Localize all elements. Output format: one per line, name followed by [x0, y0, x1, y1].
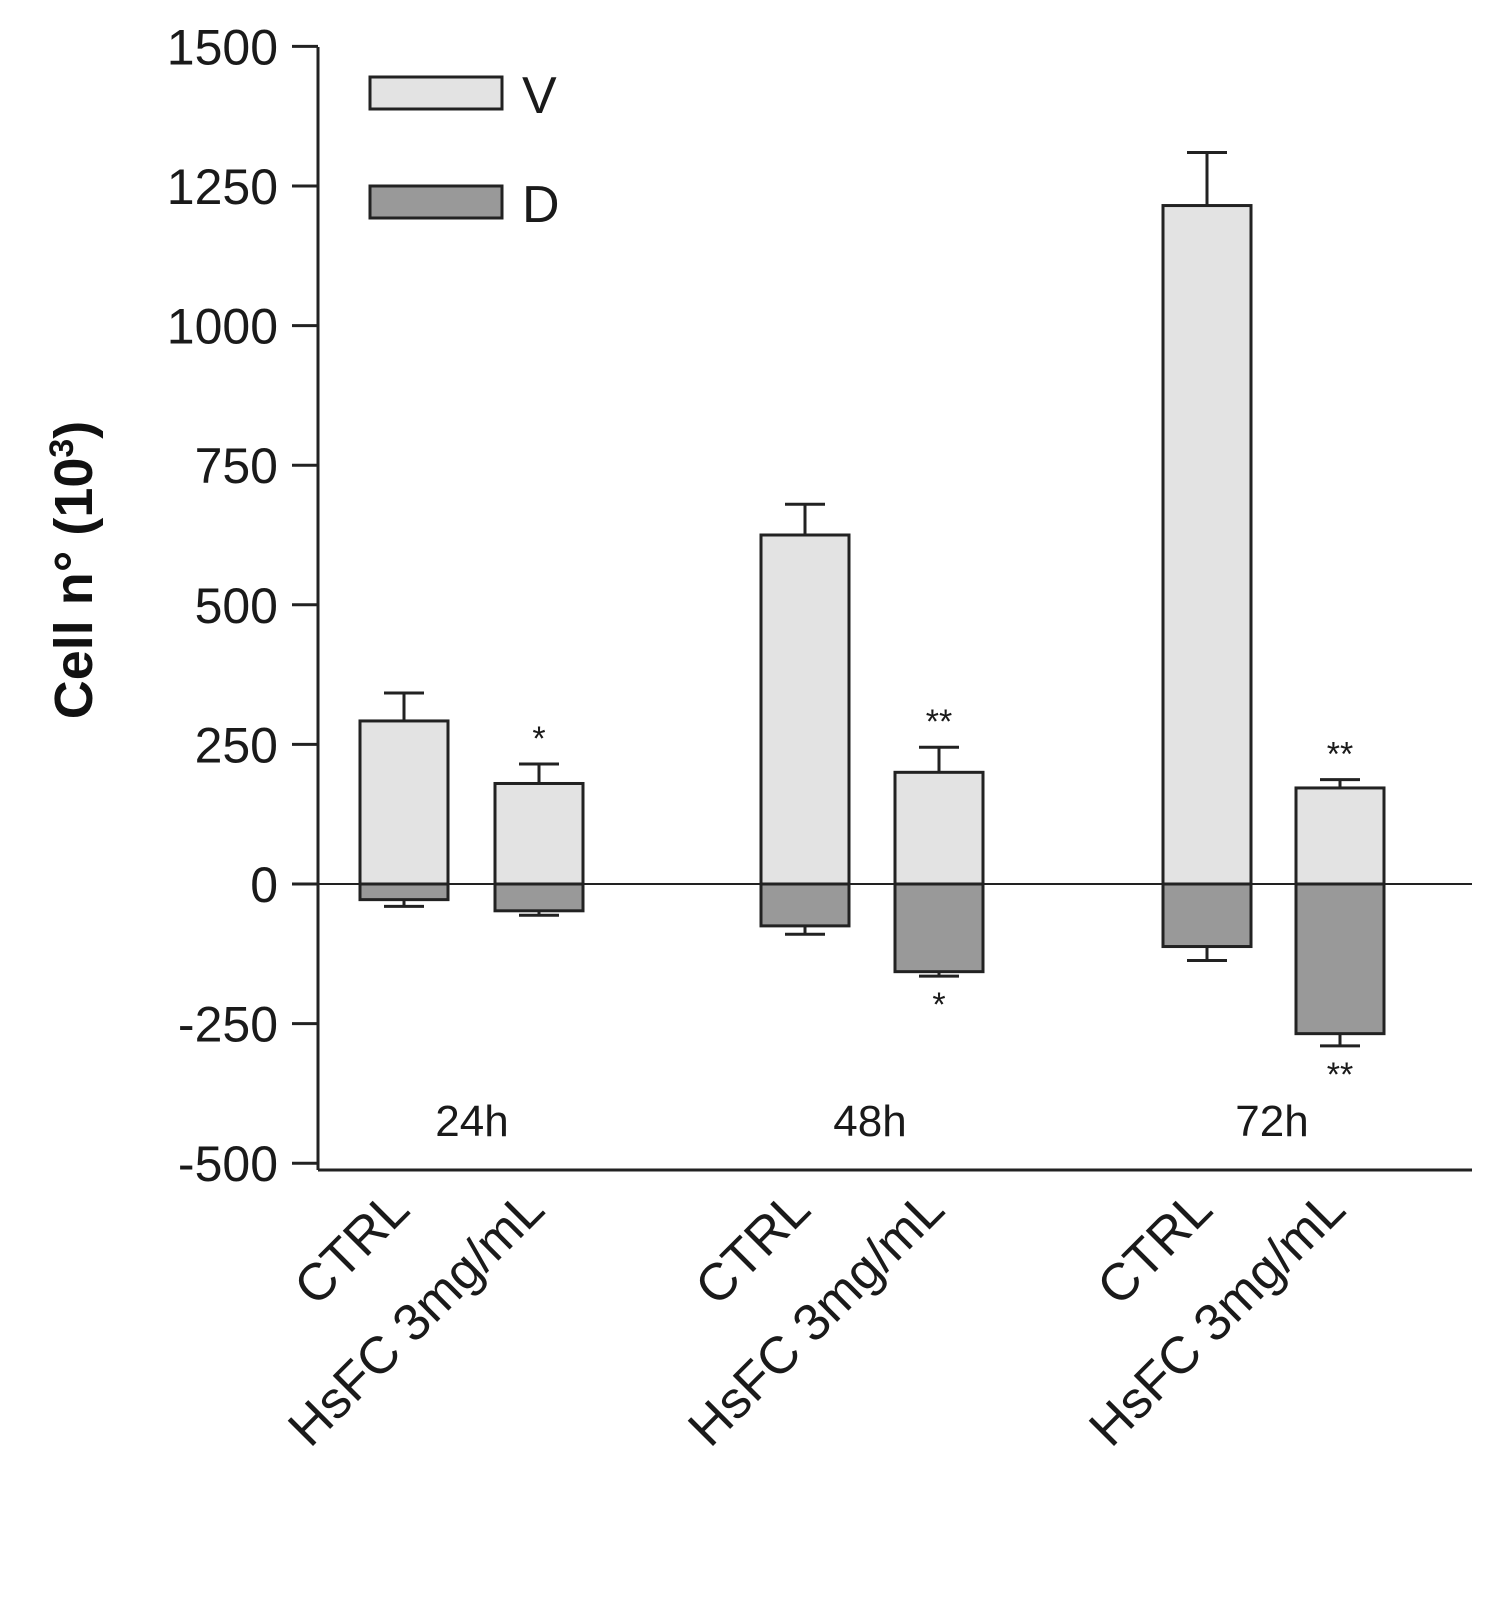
bar-v	[893, 770, 985, 886]
y-tick-label: 500	[195, 578, 278, 634]
series-v-bars: * ****	[358, 150, 1386, 886]
bar-v	[493, 781, 585, 886]
y-axis-title-close: )	[44, 421, 104, 439]
legend-label-v: V	[522, 67, 557, 125]
y-tick-label: 1000	[167, 299, 278, 355]
legend-swatch-v	[368, 75, 504, 111]
bar-d	[493, 882, 585, 913]
series-d-bars: ***	[358, 882, 1386, 1094]
y-tick-label: 250	[195, 717, 278, 773]
y-axis-title-text: Cell n° (10	[44, 458, 104, 720]
y-tick-label: -250	[178, 997, 278, 1053]
bar-d	[1161, 882, 1253, 949]
bar-d	[358, 882, 450, 902]
bar-v	[1294, 786, 1386, 886]
bar-v	[759, 533, 851, 886]
y-tick-label: 750	[195, 438, 278, 494]
y-ticks: 1500 1250 1000 750 500 250 0 -250 -500	[167, 19, 318, 1192]
y-tick-label: 1250	[167, 159, 278, 215]
group-label-48h: 48h	[833, 1097, 906, 1146]
significance-d: *	[932, 986, 945, 1024]
y-tick-label: -500	[178, 1136, 278, 1192]
y-tick-label: 0	[250, 857, 278, 913]
significance-v: **	[1327, 736, 1353, 774]
significance-d: **	[1327, 1056, 1353, 1094]
bar-v	[1161, 204, 1253, 886]
bar-v	[358, 719, 450, 886]
legend-label-d: D	[522, 176, 560, 234]
significance-v: *	[532, 720, 545, 758]
group-label-24h: 24h	[435, 1097, 508, 1146]
y-tick-label: 1500	[167, 19, 278, 75]
legend: V D	[368, 67, 560, 234]
legend-swatch-d	[368, 184, 504, 220]
bar-d	[893, 882, 985, 974]
y-axis-title: Cell n° (103)	[43, 421, 104, 720]
significance-v: **	[926, 703, 952, 741]
y-axis-title-superscript: 3	[43, 439, 81, 458]
bar-d	[759, 882, 851, 928]
bar-d	[1294, 882, 1386, 1036]
group-label-72h: 72h	[1235, 1097, 1308, 1146]
